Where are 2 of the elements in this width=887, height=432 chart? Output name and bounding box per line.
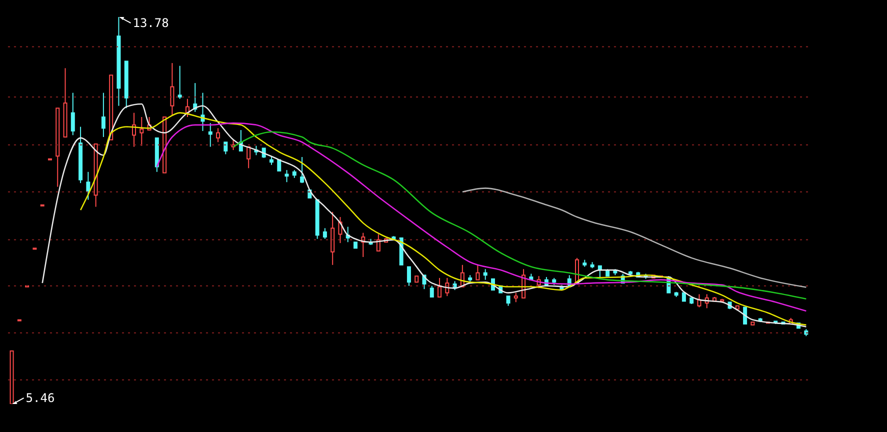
- annotation: 5.46: [26, 391, 55, 405]
- annotation: 13.78: [132, 16, 169, 30]
